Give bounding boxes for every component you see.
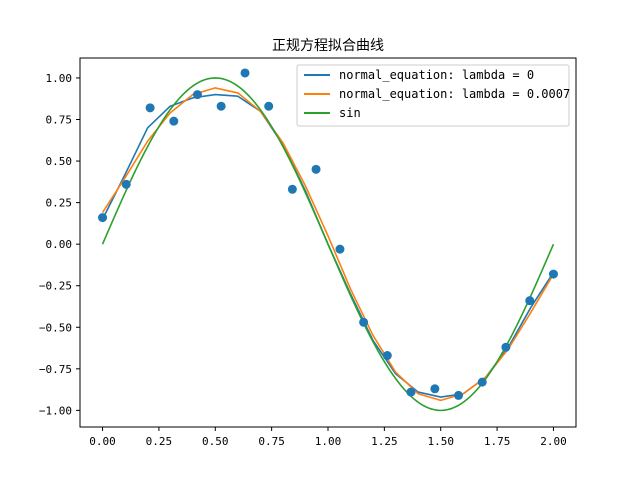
y-tick-label: −0.50: [39, 321, 72, 334]
data-point: [335, 244, 345, 254]
legend-label-series-2: sin: [339, 106, 361, 120]
chart-title: 正规方程拟合曲线: [272, 38, 384, 54]
data-point: [477, 377, 487, 387]
scatter-points: [98, 68, 558, 400]
data-point: [192, 90, 202, 100]
x-axis: 0.00 0.25 0.50 0.75 1.00 1.25 1.50 1.75 2.00: [89, 427, 567, 448]
legend: normal_equation: lambda = 0 normal_equat…: [296, 64, 570, 127]
y-tick-label: −1.00: [39, 404, 72, 417]
y-tick-label: 0.50: [46, 155, 73, 168]
x-tick-label: 1.75: [484, 435, 511, 448]
data-point: [359, 317, 369, 327]
y-axis: −1.00 −0.75 −0.50 −0.25 0.00 0.25 0.50 0.75 1.00: [39, 72, 80, 417]
x-tick-label: 0.75: [258, 435, 285, 448]
data-point: [501, 342, 511, 352]
data-point: [382, 351, 392, 361]
x-tick-label: 2.00: [540, 435, 567, 448]
x-tick-label: 1.25: [371, 435, 398, 448]
data-point: [98, 213, 108, 223]
y-tick-label: 0.75: [46, 114, 73, 127]
y-tick-label: 0.00: [46, 238, 73, 251]
data-point: [264, 101, 274, 111]
data-point: [548, 269, 558, 279]
data-point: [311, 164, 321, 174]
data-point: [287, 184, 297, 194]
x-tick-label: 1.50: [427, 435, 454, 448]
data-point: [121, 179, 131, 189]
legend-label-series-1: normal_equation: lambda = 0.0007: [339, 87, 570, 101]
y-tick-label: −0.25: [39, 280, 72, 293]
series-line-2: [101, 77, 555, 412]
y-tick-label: 0.25: [46, 197, 73, 210]
x-tick-label: 0.50: [202, 435, 229, 448]
x-tick-label: 0.25: [146, 435, 173, 448]
data-point: [430, 384, 440, 394]
data-point: [145, 103, 155, 113]
data-point: [525, 296, 535, 306]
data-point: [216, 101, 226, 111]
data-point: [169, 116, 179, 126]
data-point: [240, 68, 250, 78]
y-tick-label: −0.75: [39, 363, 72, 376]
x-tick-label: 1.00: [315, 435, 342, 448]
data-point: [454, 390, 464, 400]
x-tick-label: 0.00: [89, 435, 116, 448]
y-tick-label: 1.00: [46, 72, 73, 85]
legend-label-series-0: normal_equation: lambda = 0: [339, 68, 534, 82]
data-point: [406, 387, 416, 397]
legend-box: [296, 64, 570, 127]
